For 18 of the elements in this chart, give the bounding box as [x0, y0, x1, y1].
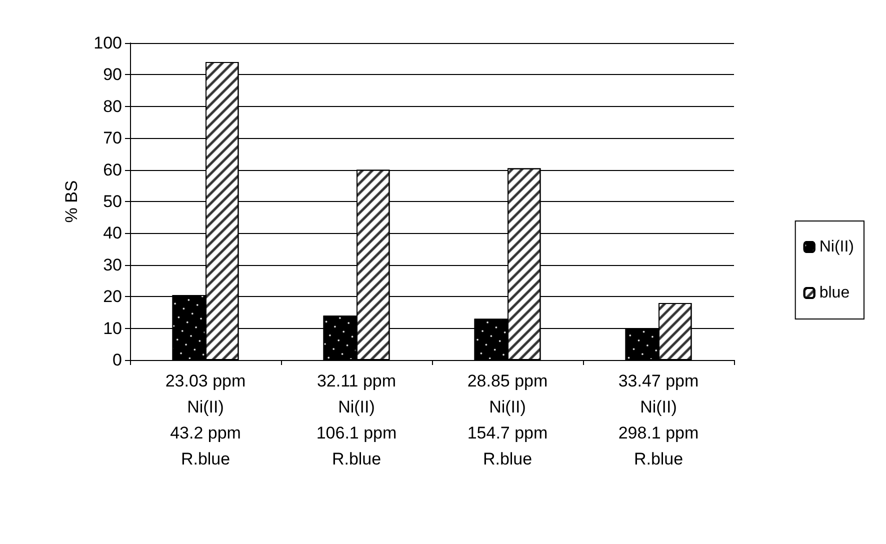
x-tick-label: 32.11 ppm Ni(II) 106.1 ppm R.blue [316, 372, 397, 468]
y-tick-label: 50 [103, 192, 122, 211]
y-tick-label: 0 [112, 350, 122, 370]
legend-label: Ni(II) [819, 238, 854, 256]
y-tick-label: 80 [103, 96, 122, 116]
y-axis-title: % BS [62, 180, 81, 223]
y-tick-label: 40 [103, 224, 122, 243]
y-tick-label: 20 [103, 287, 122, 306]
x-tick-label: 33.47 ppm Ni(II) 298.1 ppm R.blue [618, 372, 699, 468]
legend-label: blue [819, 284, 850, 302]
x-tick-label: 23.03 ppm Ni(II) 43.2 ppm R.blue [165, 372, 246, 468]
y-tick-label: 90 [103, 65, 122, 84]
y-tick-label: 30 [103, 255, 122, 274]
x-tick-label: 28.85 ppm Ni(II) 154.7 ppm R.blue [467, 372, 548, 468]
y-tick-label: 100 [94, 34, 122, 52]
y-tick-label: 10 [103, 318, 122, 338]
y-tick-label: 70 [103, 128, 122, 148]
y-tick-label: 60 [103, 160, 122, 180]
